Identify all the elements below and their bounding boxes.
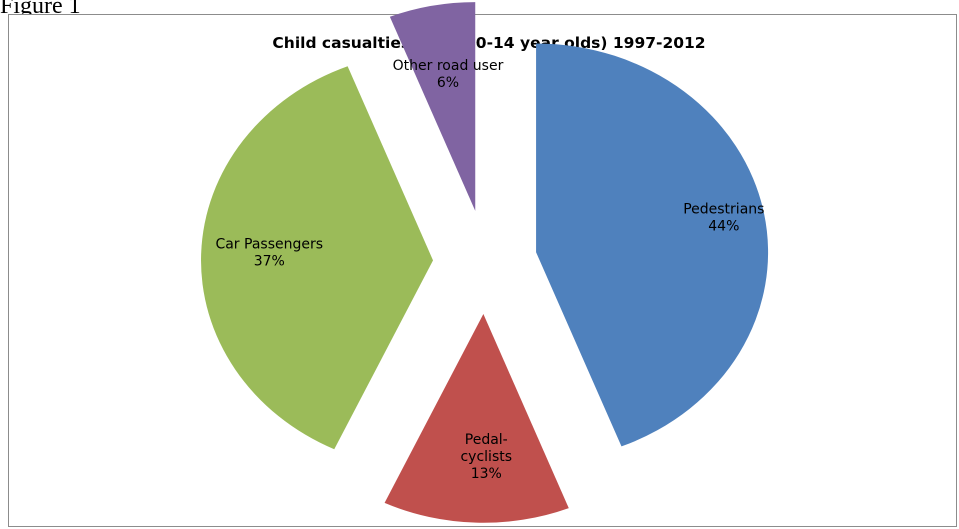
slice-label-pedestrians: Pedestrians 44%	[683, 202, 764, 235]
pie-slice-pedestrians	[536, 43, 769, 447]
pie-slice-other-road-user	[389, 2, 476, 211]
pie-slice-car-passengers	[201, 66, 434, 450]
slice-label-car-passengers: Car Passengers 37%	[215, 236, 323, 269]
slice-label-pedal-cyclists: Pedal-cyclists 13%	[460, 432, 512, 482]
pie-slice-pedal-cyclists	[384, 313, 569, 523]
chart-title: Child casualties killed (0-14 year olds)…	[272, 34, 705, 52]
slice-label-other-road-user: Other road user 6%	[393, 58, 504, 91]
